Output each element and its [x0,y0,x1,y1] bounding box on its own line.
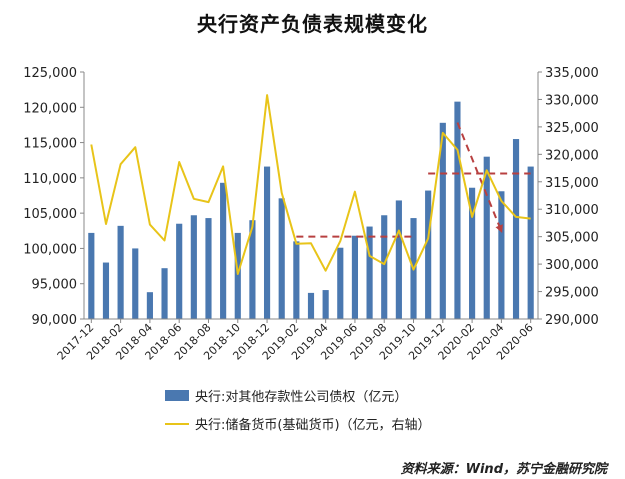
bar-2019-09 [395,200,402,319]
bar-2020-03 [483,156,490,319]
bar-2020-01 [454,101,461,319]
y2-tick-label: 300,000 [545,258,599,273]
bar-2018-05 [161,268,168,319]
bar-2019-11 [425,190,432,319]
bar-2018-10 [234,232,241,319]
legend-bar-label: 央行:对其他存款性公司债权（亿元） [195,390,408,405]
bar-2019-08 [381,215,388,319]
y2-tick-label: 330,000 [545,93,599,108]
bar-2019-05 [337,247,344,319]
bar-2019-04 [322,290,329,319]
y2-tick-label: 290,000 [545,313,599,328]
bar-2019-06 [351,235,359,319]
y2-tick-label: 315,000 [545,176,599,191]
y2-tick-label: 305,000 [545,231,599,246]
bar-2018-02 [117,225,124,319]
bar-2020-02 [469,187,476,319]
y-tick-label: 95,000 [32,278,78,293]
bar-2018-04 [146,292,153,319]
bar-2019-07 [366,226,373,319]
y2-tick-label: 295,000 [545,286,599,301]
bar-2018-08 [205,218,212,319]
reserve-money-line [90,94,531,275]
bar-2018-07 [190,215,197,319]
bar-2020-04 [498,191,505,319]
y-tick-label: 90,000 [32,313,78,328]
y2-tick-label: 325,000 [545,121,599,136]
y2-tick-label: 335,000 [545,66,599,81]
bar-2019-01 [278,198,285,319]
bar-2018-12 [263,166,271,319]
bar-2020-05 [512,139,520,319]
bar-2018-03 [132,248,139,319]
bar-2019-12 [439,122,446,319]
legend-item-bar: 央行:对其他存款性公司债权（亿元） [165,386,407,405]
bar-2019-03 [307,292,315,319]
y-tick-label: 120,000 [23,101,77,116]
y2-tick-label: 310,000 [545,203,599,218]
bar-2018-09 [220,182,227,319]
legend-line-label: 央行:储备货币(基础货币)（亿元，右轴） [195,418,431,433]
bar-2018-11 [249,220,256,319]
chart-title: 央行资产负债表规模变化 [197,12,428,36]
bar-2019-02 [293,241,300,319]
bar-2017-12 [88,232,95,319]
y-tick-label: 125,000 [23,66,77,81]
y-tick-label: 115,000 [23,137,77,152]
legend-line-swatch [165,422,189,425]
y-tick-label: 110,000 [23,172,77,187]
bar-2020-06 [527,166,534,319]
trend-annotation-3 [456,122,503,234]
y2-tick-label: 320,000 [545,148,599,163]
bar-2018-06 [176,223,183,319]
legend-bar-swatch [165,390,189,401]
source-note: 资料来源：Wind，苏宁金融研究院 [400,462,607,477]
bar-2018-01 [102,262,110,319]
y-tick-label: 105,000 [23,207,77,222]
legend-item-line: 央行:储备货币(基础货币)（亿元，右轴） [165,414,431,433]
y-tick-label: 100,000 [23,242,77,257]
